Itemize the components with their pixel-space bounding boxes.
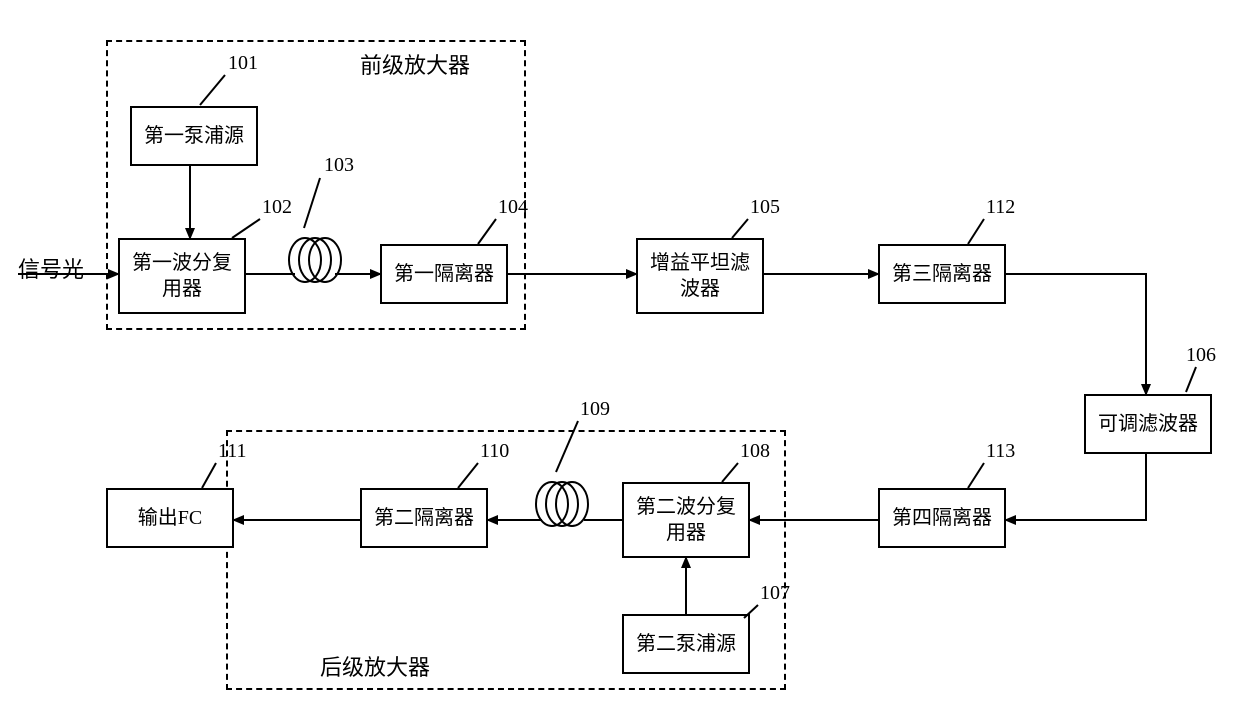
block-107-pump2: 第二泵浦源: [622, 614, 750, 674]
block-113-iso4: 第四隔离器: [878, 488, 1006, 548]
block-101-label: 第一泵浦源: [144, 123, 244, 149]
signal-input-label: 信号光: [18, 252, 84, 284]
block-102-wdm1: 第一波分复用器: [118, 238, 246, 314]
block-108-label: 第二波分复用器: [628, 494, 744, 546]
block-105-label: 增益平坦滤波器: [642, 250, 758, 302]
block-110-iso2: 第二隔离器: [360, 488, 488, 548]
block-110-label: 第二隔离器: [374, 505, 474, 531]
num-113: 113: [986, 440, 1015, 463]
block-113-label: 第四隔离器: [892, 505, 992, 531]
num-105: 105: [750, 196, 780, 219]
block-108-wdm2: 第二波分复用器: [622, 482, 750, 558]
num-108: 108: [740, 440, 770, 463]
num-103: 103: [324, 154, 354, 177]
block-106-tunable: 可调滤波器: [1084, 394, 1212, 454]
block-105-gff: 增益平坦滤波器: [636, 238, 764, 314]
block-112-label: 第三隔离器: [892, 261, 992, 287]
num-104: 104: [498, 196, 528, 219]
block-104-iso1: 第一隔离器: [380, 244, 508, 304]
num-107: 107: [760, 582, 790, 605]
coil-103: [283, 230, 353, 290]
block-111-label: 输出FC: [138, 505, 202, 531]
postamp-title: 后级放大器: [320, 650, 430, 682]
block-102-label: 第一波分复用器: [124, 250, 240, 302]
num-109: 109: [580, 398, 610, 421]
block-101-pump1: 第一泵浦源: [130, 106, 258, 166]
num-102: 102: [262, 196, 292, 219]
block-112-iso3: 第三隔离器: [878, 244, 1006, 304]
diagram-canvas: 前级放大器 后级放大器 信号光 第一泵浦源 101 第一波分复用器 102 10…: [0, 0, 1240, 722]
block-107-label: 第二泵浦源: [636, 631, 736, 657]
coil-109: [530, 474, 600, 534]
num-110: 110: [480, 440, 509, 463]
block-104-label: 第一隔离器: [394, 261, 494, 287]
num-111: 111: [218, 440, 247, 463]
num-106: 106: [1186, 344, 1216, 367]
block-106-label: 可调滤波器: [1098, 411, 1198, 437]
block-111-outfc: 输出FC: [106, 488, 234, 548]
num-112: 112: [986, 196, 1015, 219]
preamp-title: 前级放大器: [360, 48, 470, 80]
num-101: 101: [228, 52, 258, 75]
